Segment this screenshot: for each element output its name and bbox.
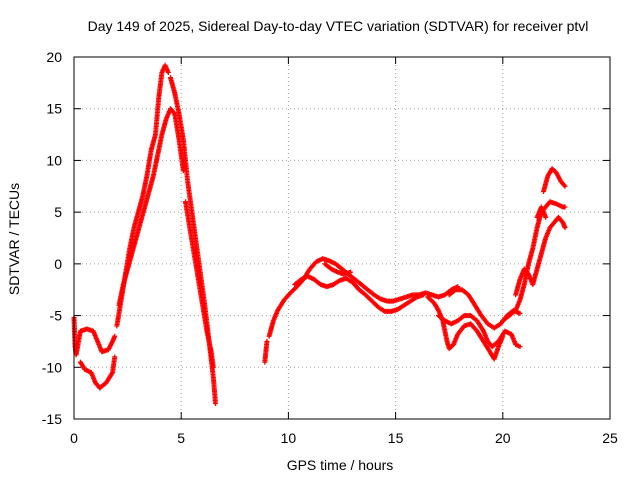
data-point — [562, 204, 568, 210]
series-m — [435, 313, 523, 350]
data-points — [71, 62, 568, 406]
y-tick-label: 10 — [46, 152, 62, 168]
x-tick-label: 20 — [495, 430, 511, 446]
series-f — [182, 199, 216, 370]
series-a — [71, 315, 118, 358]
data-point — [543, 214, 549, 220]
data-point — [348, 269, 354, 275]
data-point — [180, 168, 186, 174]
data-point — [517, 344, 523, 350]
x-tick-label: 0 — [70, 430, 78, 446]
series-o — [513, 214, 568, 298]
data-point — [165, 70, 171, 76]
data-point — [210, 364, 216, 370]
axis-ticks: 0 5 10 15 20 25 -15 -10 -5 0 5 10 15 20 — [42, 49, 618, 446]
chart-title: Day 149 of 2025, Sidereal Day-to-day VTE… — [88, 18, 589, 34]
y-tick-label: -5 — [50, 308, 63, 324]
series-g — [262, 338, 270, 365]
data-point — [562, 183, 568, 189]
y-tick-label: -10 — [42, 359, 62, 375]
x-tick-label: 10 — [281, 430, 297, 446]
series-q — [534, 204, 549, 220]
series-d — [116, 106, 186, 308]
data-point — [420, 292, 426, 298]
y-tick-label: 0 — [54, 256, 62, 272]
x-axis-label: GPS time / hours — [287, 457, 394, 473]
x-tick-label: 15 — [388, 430, 404, 446]
series-p — [541, 166, 568, 194]
y-tick-label: -15 — [42, 411, 62, 427]
data-point — [517, 311, 523, 317]
x-tick-label: 5 — [177, 430, 185, 446]
plot-frame — [73, 56, 611, 420]
x-tick-label: 25 — [602, 430, 618, 446]
series-i — [292, 273, 426, 314]
series-b — [77, 354, 118, 391]
data-point — [562, 225, 568, 231]
series-j — [322, 261, 354, 277]
y-tick-label: 20 — [46, 49, 62, 65]
data-point — [264, 338, 270, 344]
y-tick-label: 15 — [46, 101, 62, 117]
y-tick-label: 5 — [54, 204, 62, 220]
y-axis-label: SDTVAR / TECUs — [6, 183, 22, 295]
data-point — [112, 333, 118, 339]
data-point — [112, 354, 118, 360]
data-point — [213, 400, 219, 406]
